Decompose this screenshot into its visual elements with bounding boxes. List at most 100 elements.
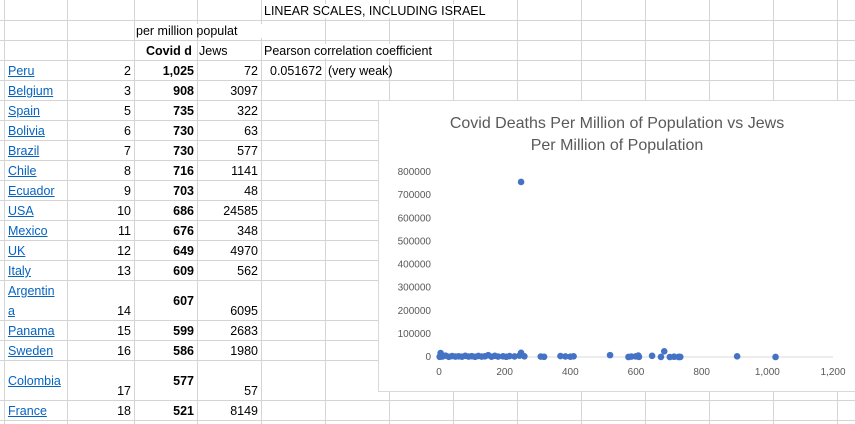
covid-deaths-cell[interactable]: 607 [173, 294, 194, 308]
grid-line [0, 420, 855, 421]
jews-cell[interactable]: 2683 [230, 324, 258, 338]
country-link[interactable]: Bolivia [8, 124, 45, 138]
covid-deaths-cell[interactable]: 521 [173, 404, 194, 418]
covid-deaths-cell[interactable]: 686 [173, 204, 194, 218]
x-tick-label: 800 [693, 367, 710, 378]
country-link[interactable]: Brazil [8, 144, 40, 158]
rank-cell[interactable]: 13 [117, 264, 131, 278]
covid-deaths-cell[interactable]: 730 [173, 124, 194, 138]
x-tick-label: 200 [496, 367, 513, 378]
y-tick-label: 700000 [398, 190, 432, 201]
jews-cell[interactable]: 577 [237, 144, 258, 158]
correlation-note[interactable]: (very weak) [328, 64, 393, 78]
country-link[interactable]: Chile [8, 164, 37, 178]
data-point [511, 353, 518, 360]
country-link[interactable]: USA [8, 204, 34, 218]
rank-cell[interactable]: 5 [124, 104, 131, 118]
rank-cell[interactable]: 12 [117, 244, 131, 258]
grid-line [4, 0, 5, 424]
country-link[interactable]: France [8, 404, 47, 418]
jews-cell[interactable]: 3097 [230, 84, 258, 98]
rank-cell[interactable]: 9 [124, 184, 131, 198]
rank-cell[interactable]: 7 [124, 144, 131, 158]
jews-cell[interactable]: 4970 [230, 244, 258, 258]
jews-cell[interactable]: 322 [237, 104, 258, 118]
jews-cell[interactable]: 348 [237, 224, 258, 238]
scatter-chart[interactable]: Covid Deaths Per Million of Population v… [378, 100, 855, 392]
covid-deaths-cell[interactable]: 599 [173, 324, 194, 338]
data-point [557, 352, 564, 360]
country-link[interactable]: Ecuador [8, 184, 55, 198]
grid-line [67, 0, 68, 424]
data-point [657, 353, 665, 361]
rank-cell[interactable]: 14 [117, 304, 131, 318]
covid-deaths-header[interactable]: Covid d [146, 44, 192, 58]
rank-cell[interactable]: 3 [124, 84, 131, 98]
covid-deaths-cell[interactable]: 577 [173, 374, 194, 388]
rank-cell[interactable]: 15 [117, 324, 131, 338]
data-point [499, 353, 507, 360]
covid-deaths-cell[interactable]: 609 [173, 264, 194, 278]
rank-cell[interactable]: 2 [124, 64, 131, 78]
rank-cell[interactable]: 16 [117, 344, 131, 358]
country-link[interactable]: Belgium [8, 84, 54, 98]
country-link[interactable]: Peru [8, 64, 35, 78]
covid-deaths-cell[interactable]: 703 [173, 184, 194, 198]
grid-line [261, 0, 262, 424]
x-tick-label: 1,200 [820, 367, 845, 378]
covid-deaths-cell[interactable]: 586 [173, 344, 194, 358]
chart-title-line-2: Per Million of Population [530, 137, 704, 154]
jews-cell[interactable]: 8149 [230, 404, 258, 418]
rank-cell[interactable]: 18 [117, 404, 131, 418]
rank-cell[interactable]: 8 [124, 164, 131, 178]
jews-cell[interactable]: 562 [237, 264, 258, 278]
jews-cell[interactable]: 48 [244, 184, 258, 198]
country-link[interactable]: Argentin [8, 284, 55, 298]
covid-deaths-cell[interactable]: 716 [173, 164, 194, 178]
country-link[interactable]: UK [8, 244, 26, 258]
country-link[interactable]: Spain [8, 104, 40, 118]
rank-cell[interactable]: 10 [117, 204, 131, 218]
country-link[interactable]: Sweden [8, 344, 54, 358]
data-point [562, 353, 569, 360]
covid-deaths-cell[interactable]: 730 [173, 144, 194, 158]
jews-cell[interactable]: 1980 [230, 344, 258, 358]
covid-deaths-cell[interactable]: 735 [173, 104, 194, 118]
country-link[interactable]: Italy [8, 264, 31, 278]
country-link[interactable]: Mexico [8, 224, 48, 238]
covid-deaths-cell[interactable]: 649 [173, 244, 194, 258]
jews-cell[interactable]: 57 [244, 384, 258, 398]
jews-header[interactable]: Jews [199, 44, 228, 58]
rank-cell[interactable]: 11 [118, 224, 131, 238]
country-link[interactable]: Colombia [8, 374, 61, 388]
jews-cell[interactable]: 1141 [231, 164, 258, 178]
covid-deaths-cell[interactable]: 676 [173, 224, 194, 238]
y-tick-label: 200000 [398, 306, 432, 317]
data-point [733, 352, 741, 360]
jews-cell[interactable]: 6095 [230, 304, 258, 318]
data-point [648, 352, 656, 360]
grid-line [197, 0, 198, 424]
data-point [772, 353, 779, 361]
data-point [675, 353, 682, 361]
correlation-label[interactable]: Pearson correlation coefficient [264, 44, 436, 58]
sheet-title[interactable]: LINEAR SCALES, INCLUDING ISRAEL [264, 4, 490, 18]
rank-cell[interactable]: 6 [124, 124, 131, 138]
country-link-continued[interactable]: a [8, 304, 15, 318]
rank-cell[interactable]: 17 [117, 384, 131, 398]
data-point [625, 353, 632, 361]
jews-cell[interactable]: 63 [244, 124, 258, 138]
correlation-value[interactable]: 0.051672 [270, 64, 323, 78]
jews-cell[interactable]: 24585 [223, 204, 258, 218]
jews-cell[interactable]: 72 [244, 64, 258, 78]
data-point [666, 353, 674, 361]
country-link[interactable]: Panama [8, 324, 55, 338]
data-point [436, 353, 443, 361]
covid-deaths-cell[interactable]: 1,025 [162, 64, 194, 78]
per-million-header[interactable]: per million populat [136, 24, 262, 38]
y-tick-label: 800000 [398, 167, 432, 178]
covid-deaths-cell[interactable]: 908 [173, 84, 194, 98]
y-tick-label: 300000 [398, 283, 432, 294]
chart-title-line-1: Covid Deaths Per Million of Population v… [449, 115, 785, 132]
